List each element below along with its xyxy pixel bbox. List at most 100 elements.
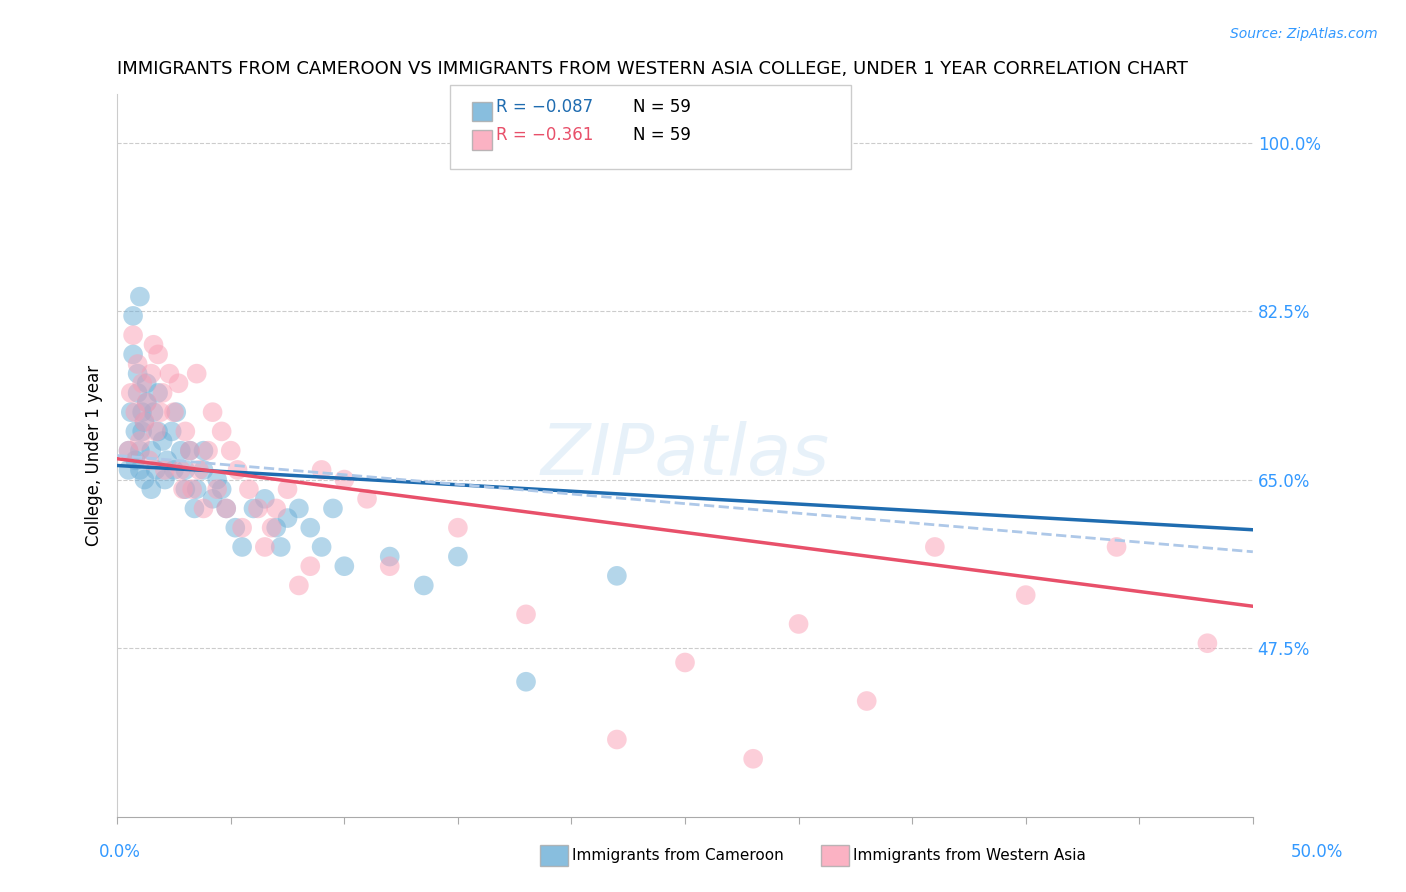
Point (855, 694, 877, 708)
Point (172, 482, 194, 496)
Point (242, 501, 264, 516)
Point (193, 501, 215, 516)
Text: R = −0.361: R = −0.361 (496, 126, 593, 144)
Point (142, 338, 165, 352)
Point (159, 367, 181, 381)
Text: 0.0%: 0.0% (98, 843, 141, 861)
Point (129, 290, 152, 304)
Text: Immigrants from Western Asia: Immigrants from Western Asia (853, 848, 1087, 863)
Point (277, 511, 299, 525)
Point (117, 463, 139, 477)
Point (924, 540, 946, 554)
Point (134, 473, 156, 487)
Point (322, 501, 344, 516)
Point (127, 385, 149, 400)
Point (188, 463, 211, 477)
Point (606, 732, 628, 747)
Point (606, 569, 628, 583)
Point (170, 463, 193, 477)
Point (141, 367, 163, 381)
Y-axis label: College, Under 1 year: College, Under 1 year (86, 365, 103, 546)
Point (211, 482, 233, 496)
Point (224, 521, 246, 535)
Point (515, 674, 537, 689)
Point (215, 501, 238, 516)
Point (120, 385, 142, 400)
Point (311, 463, 333, 477)
Point (333, 473, 356, 487)
Point (170, 443, 193, 458)
Point (356, 491, 378, 506)
Point (253, 540, 276, 554)
Point (122, 309, 145, 323)
Point (412, 578, 434, 592)
Point (149, 405, 172, 419)
Point (146, 347, 169, 361)
Point (141, 482, 163, 496)
Point (129, 463, 152, 477)
Point (134, 415, 156, 429)
Point (179, 443, 201, 458)
Point (124, 425, 146, 439)
Point (447, 521, 470, 535)
Point (288, 501, 311, 516)
Point (179, 443, 201, 458)
Text: IMMIGRANTS FROM CAMEROON VS IMMIGRANTS FROM WESTERN ASIA COLLEGE, UNDER 1 YEAR C: IMMIGRANTS FROM CAMEROON VS IMMIGRANTS F… (117, 60, 1188, 78)
Point (238, 482, 260, 496)
Point (124, 405, 146, 419)
Point (167, 376, 190, 391)
Point (152, 434, 174, 448)
Point (215, 501, 238, 516)
Point (129, 434, 152, 448)
Point (163, 405, 186, 419)
Point (231, 540, 253, 554)
Point (156, 453, 179, 467)
Point (165, 405, 187, 419)
Point (231, 521, 253, 535)
Point (378, 549, 401, 564)
Point (226, 463, 249, 477)
Text: N = 59: N = 59 (633, 126, 690, 144)
Point (138, 453, 160, 467)
Point (742, 752, 765, 766)
Point (145, 425, 167, 439)
Point (120, 405, 142, 419)
Point (181, 482, 204, 496)
Point (186, 482, 208, 496)
Point (270, 540, 292, 554)
Point (131, 425, 153, 439)
Point (146, 425, 169, 439)
Point (311, 540, 333, 554)
Point (264, 521, 287, 535)
Point (277, 482, 299, 496)
Point (247, 501, 270, 516)
Point (193, 463, 215, 477)
Point (193, 443, 215, 458)
Text: ZIPatlas: ZIPatlas (540, 421, 830, 490)
Point (134, 415, 156, 429)
Text: 50.0%: 50.0% (1291, 843, 1343, 861)
Point (141, 443, 163, 458)
Point (264, 501, 287, 516)
Text: R = −0.087: R = −0.087 (496, 97, 593, 115)
Point (288, 578, 311, 592)
Point (153, 463, 176, 477)
Point (122, 347, 145, 361)
Point (145, 463, 167, 477)
Point (201, 491, 224, 506)
Point (299, 559, 322, 574)
Point (146, 385, 169, 400)
Point (219, 443, 242, 458)
Point (201, 405, 224, 419)
Point (333, 559, 356, 574)
Text: N = 59: N = 59 (633, 97, 690, 115)
Point (205, 482, 228, 496)
Point (673, 656, 696, 670)
Point (129, 443, 152, 458)
Point (186, 367, 208, 381)
Point (260, 521, 283, 535)
Point (135, 395, 157, 409)
Point (515, 607, 537, 622)
Point (183, 501, 205, 516)
Point (205, 473, 228, 487)
